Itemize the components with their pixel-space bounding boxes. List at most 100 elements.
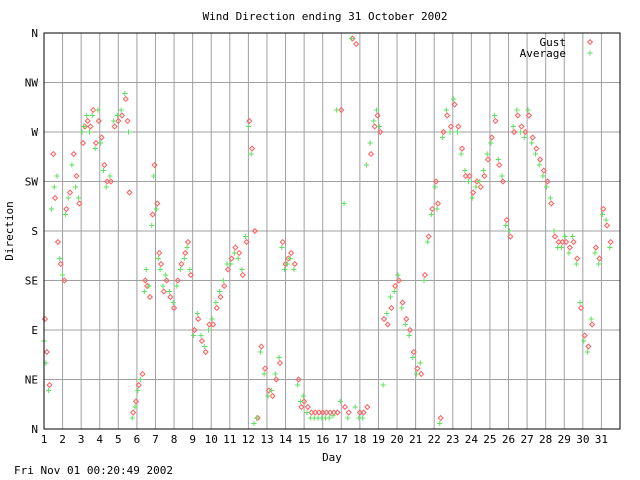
gust-point [182,249,189,257]
gust-point [273,376,280,383]
footer-timestamp: Fri Nov 01 00:20:49 2002 [14,464,173,477]
average-point [198,332,204,339]
average-point [138,376,144,383]
gust-point [514,112,521,119]
gust-point [291,260,298,268]
gust-point [265,387,272,394]
gust-point [246,117,253,125]
gust-point [432,178,440,185]
average-point [360,415,366,421]
average-point [257,349,264,355]
gust-point [276,359,284,367]
gust-point [92,139,100,147]
average-point [373,107,380,113]
gust-point [221,282,228,290]
gust-point [589,321,596,328]
y-tick-label: N [31,423,38,436]
gust-point [235,249,243,257]
gust-point [149,211,156,218]
gust-point [563,238,570,246]
gust-point [76,200,83,207]
average-point [402,321,408,328]
gust-point [279,238,286,246]
average-point [184,244,190,251]
gust-point [163,277,170,284]
average-point [437,420,443,427]
x-tick-label: 17 [335,433,348,446]
gust-point [544,178,551,185]
average-point [387,294,394,300]
gust-point [174,277,181,284]
x-tick-label: 6 [134,433,141,446]
gust-point [248,145,256,152]
gust-point [178,260,185,268]
y-tick-label: N [31,27,38,40]
average-point [235,255,241,262]
average-point [330,413,336,419]
gust-point [395,277,402,284]
average-point [141,288,147,295]
average-point [114,112,120,119]
average-point [261,371,267,377]
gust-point [403,315,410,323]
gust-point [301,398,308,405]
gust-point [124,117,131,125]
x-tick-label: 21 [409,433,422,446]
chart-title: Wind Direction ending 31 October 2002 [202,10,447,23]
average-point [345,415,351,421]
average-point [202,343,208,350]
average-point [228,261,234,267]
gust-point [341,403,349,411]
average-point [297,398,304,405]
x-axis-label: Day [322,451,342,464]
average-point [239,266,245,273]
average-point [251,420,257,427]
average-point [62,211,68,218]
average-point [265,393,271,399]
y-tick-label: SW [25,176,39,189]
gust-point [551,233,559,240]
average-point [380,382,386,388]
gust-point [115,117,122,125]
average-point [231,250,238,256]
gust-point [374,112,381,119]
average-point [399,305,405,311]
average-point [54,173,60,179]
average-point [484,151,490,157]
x-tick-label: 5 [115,433,122,446]
average-point [480,167,487,174]
legend-average-label: Average [520,47,566,60]
gust-point [61,277,68,284]
average-point [170,299,176,306]
average-point [118,107,124,113]
gust-point [377,128,384,136]
average-point [284,261,291,267]
gust-point [566,244,573,251]
x-tick-label: 7 [152,433,159,446]
gust-point [262,365,269,372]
average-point [216,288,223,295]
x-tick-label: 29 [558,433,571,446]
x-tick-label: 23 [446,433,459,446]
x-tick-label: 27 [520,433,533,446]
gust-point [118,112,126,119]
average-point [495,156,501,163]
average-point [287,255,293,262]
x-tick-label: 1 [41,433,48,446]
gust-point [135,381,142,389]
average-point [532,151,539,157]
gust-point [228,255,235,262]
y-tick-label: S [31,225,38,238]
gust-point [46,381,53,389]
gust-point [399,299,406,306]
gust-point [298,403,305,411]
gust-point [126,189,133,196]
average-point [160,283,166,289]
gust-point [540,167,547,174]
gust-point [585,343,592,350]
average-point [439,134,446,141]
gust-point [151,161,158,169]
x-tick-label: 13 [260,433,273,446]
y-tick-label: SE [25,275,38,288]
average-point [596,261,602,267]
